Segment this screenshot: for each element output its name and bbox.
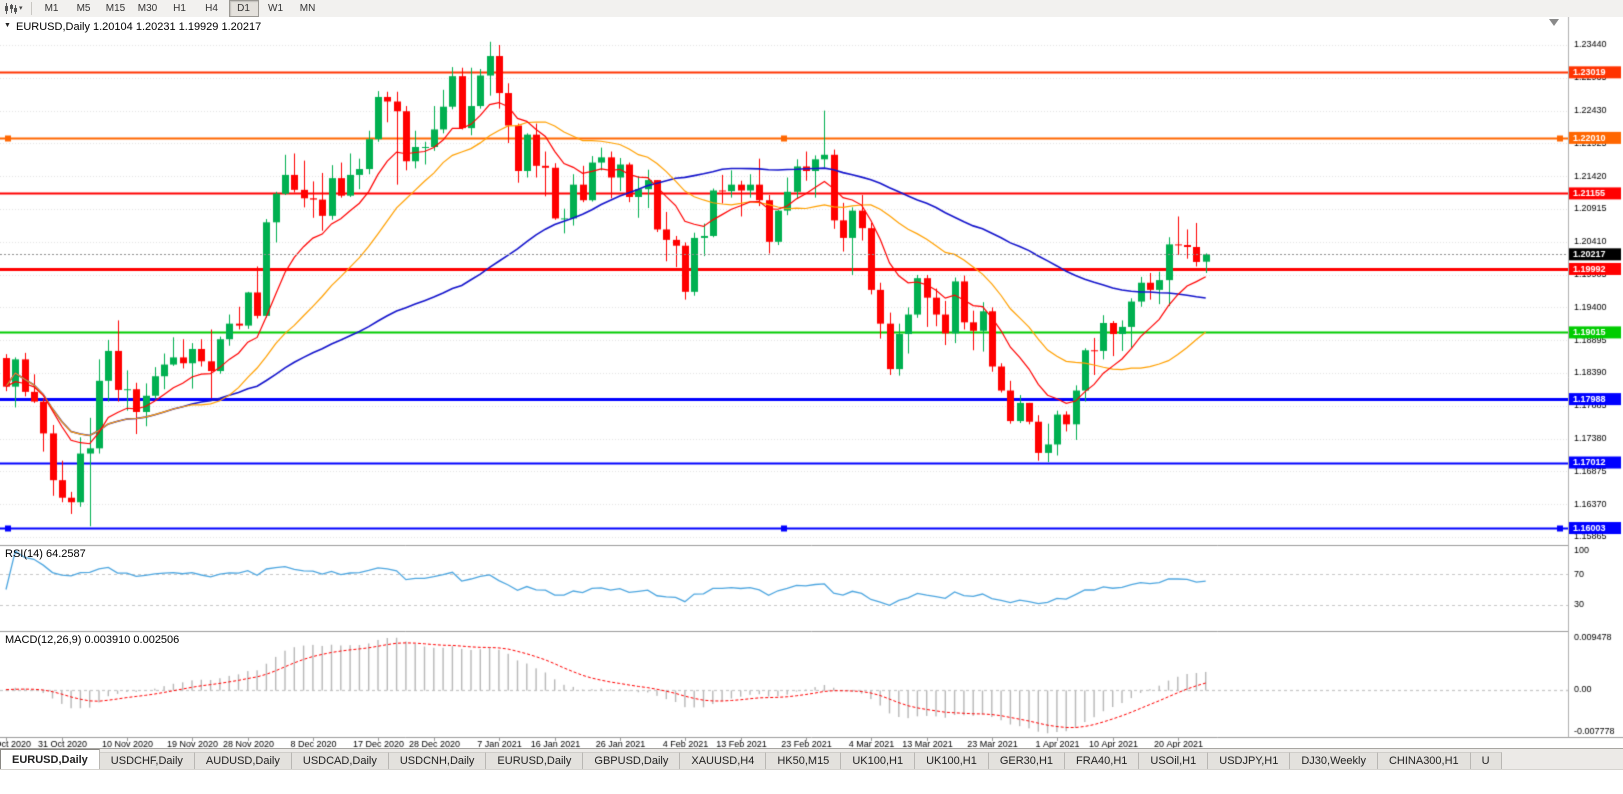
status-bar — [0, 769, 1623, 794]
chart-tab-usdjpy-h1[interactable]: USDJPY,H1 — [1208, 752, 1291, 770]
timeframe-button-m15[interactable]: M15 — [105, 3, 126, 14]
chart-tab-fra40-h1[interactable]: FRA40,H1 — [1065, 752, 1140, 770]
chart-tab-audusd-daily[interactable]: AUDUSD,Daily — [194, 752, 292, 770]
chart-type-dropdown-caret-icon[interactable]: ▾ — [19, 5, 23, 12]
toolbar-separator — [30, 2, 32, 15]
chart-tab-eurusd-daily[interactable]: EURUSD,Daily — [486, 752, 584, 770]
chart-type-icon[interactable] — [0, 3, 19, 14]
chart-tab-gbpusd-daily[interactable]: GBPUSD,Daily — [583, 752, 681, 770]
chart-tab-eurusd-daily[interactable]: EURUSD,Daily — [0, 749, 100, 770]
chart-tab-u[interactable]: U — [1470, 752, 1502, 770]
price-chart-canvas[interactable] — [0, 17, 1623, 748]
timeframe-button-h1[interactable]: H1 — [173, 3, 186, 14]
timeframe-buttons: M1 M5 M15 M30 H1 H4 D1 W1 MN — [36, 0, 324, 17]
timeframe-button-w1[interactable]: W1 — [268, 3, 284, 14]
timeframes-toolbar: ▾ M1 M5 M15 M30 H1 H4 D1 W1 MN — [0, 0, 1623, 18]
chart-tab-usdcad-daily[interactable]: USDCAD,Daily — [291, 752, 389, 770]
chart-tab-bar: EURUSD,Daily USDCHF,Daily AUDUSD,Daily USDC… — [0, 748, 1623, 770]
chart-tab-uk100-h1[interactable]: UK100,H1 — [915, 752, 989, 770]
timeframe-button-h4[interactable]: H4 — [205, 3, 218, 14]
chart-tab-hk50-m15[interactable]: HK50,M15 — [766, 752, 842, 770]
chart-tab-xauusd-h4[interactable]: XAUUSD,H4 — [680, 752, 767, 770]
timeframe-button-mn[interactable]: MN — [299, 3, 316, 14]
chart-tab-china300-h1[interactable]: CHINA300,H1 — [1377, 752, 1471, 770]
timeframe-button-m5[interactable]: M5 — [76, 3, 91, 14]
chart-tab-usdcnh-daily[interactable]: USDCNH,Daily — [388, 752, 487, 770]
chart-region: ▼ EURUSD,Daily 1.20104 1.20231 1.19929 1… — [0, 17, 1623, 748]
chart-tab-ger30-h1[interactable]: GER30,H1 — [988, 752, 1066, 770]
timeframe-button-m1[interactable]: M1 — [44, 3, 59, 14]
chart-tab-dj30-weekly[interactable]: DJ30,Weekly — [1290, 752, 1378, 770]
chart-title-marker-icon[interactable]: ▼ — [4, 22, 11, 29]
chart-tab-uk100-h1[interactable]: UK100,H1 — [841, 752, 916, 770]
chart-tab-usoil-h1[interactable]: USOil,H1 — [1139, 752, 1209, 770]
chart-shift-marker-icon[interactable] — [1549, 19, 1559, 26]
timeframe-button-m30[interactable]: M30 — [137, 3, 158, 14]
timeframe-button-d1[interactable]: D1 — [228, 0, 259, 17]
chart-tab-usdchf-daily[interactable]: USDCHF,Daily — [99, 752, 195, 770]
